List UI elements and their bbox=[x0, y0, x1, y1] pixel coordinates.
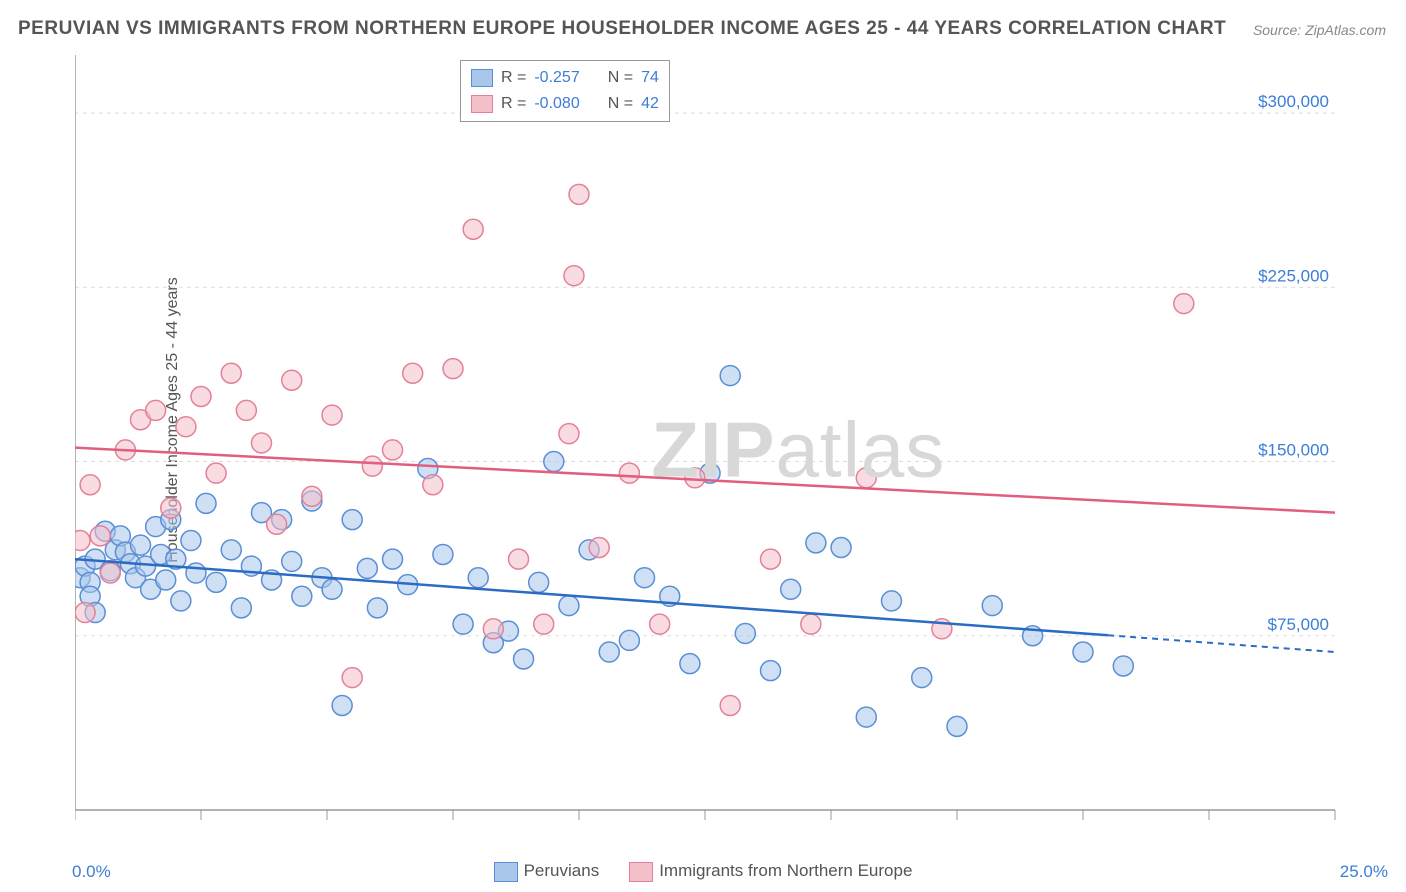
stats-row-series2: R = -0.080 N = 42 bbox=[471, 91, 659, 117]
svg-text:$150,000: $150,000 bbox=[1258, 441, 1329, 460]
bottom-legend: Peruvians Immigrants from Northern Europ… bbox=[0, 861, 1406, 882]
legend-label-series2: Immigrants from Northern Europe bbox=[659, 861, 912, 880]
n-label: N = bbox=[608, 65, 633, 91]
source-attribution: Source: ZipAtlas.com bbox=[1253, 22, 1386, 38]
swatch-series2 bbox=[471, 95, 493, 113]
scatter-chart: $75,000 $150,000 $225,000 $300,000 bbox=[75, 55, 1390, 845]
legend-label-series1: Peruvians bbox=[524, 861, 600, 880]
n-value-series2: 42 bbox=[641, 91, 659, 117]
correlation-stats-box: R = -0.257 N = 74 R = -0.080 N = 42 bbox=[460, 60, 670, 122]
chart-container: $75,000$150,000$225,000$300,000 ZIPatlas bbox=[75, 55, 1390, 845]
svg-text:$75,000: $75,000 bbox=[1268, 615, 1329, 634]
x-axis-max-label: 25.0% bbox=[1340, 862, 1388, 882]
svg-text:$225,000: $225,000 bbox=[1258, 266, 1329, 285]
chart-title: PERUVIAN VS IMMIGRANTS FROM NORTHERN EUR… bbox=[18, 18, 1226, 40]
legend-swatch-series1 bbox=[494, 862, 518, 882]
swatch-series1 bbox=[471, 69, 493, 87]
legend-item-series1: Peruvians bbox=[494, 861, 600, 882]
stats-row-series1: R = -0.257 N = 74 bbox=[471, 65, 659, 91]
r-label: R = bbox=[501, 65, 526, 91]
svg-text:$300,000: $300,000 bbox=[1258, 92, 1329, 111]
x-axis-min-label: 0.0% bbox=[72, 862, 111, 882]
n-value-series1: 74 bbox=[641, 65, 659, 91]
r-value-series1: -0.257 bbox=[534, 65, 579, 91]
legend-item-series2: Immigrants from Northern Europe bbox=[629, 861, 912, 882]
legend-swatch-series2 bbox=[629, 862, 653, 882]
n-label: N = bbox=[608, 91, 633, 117]
r-label: R = bbox=[501, 91, 526, 117]
r-value-series2: -0.080 bbox=[534, 91, 579, 117]
